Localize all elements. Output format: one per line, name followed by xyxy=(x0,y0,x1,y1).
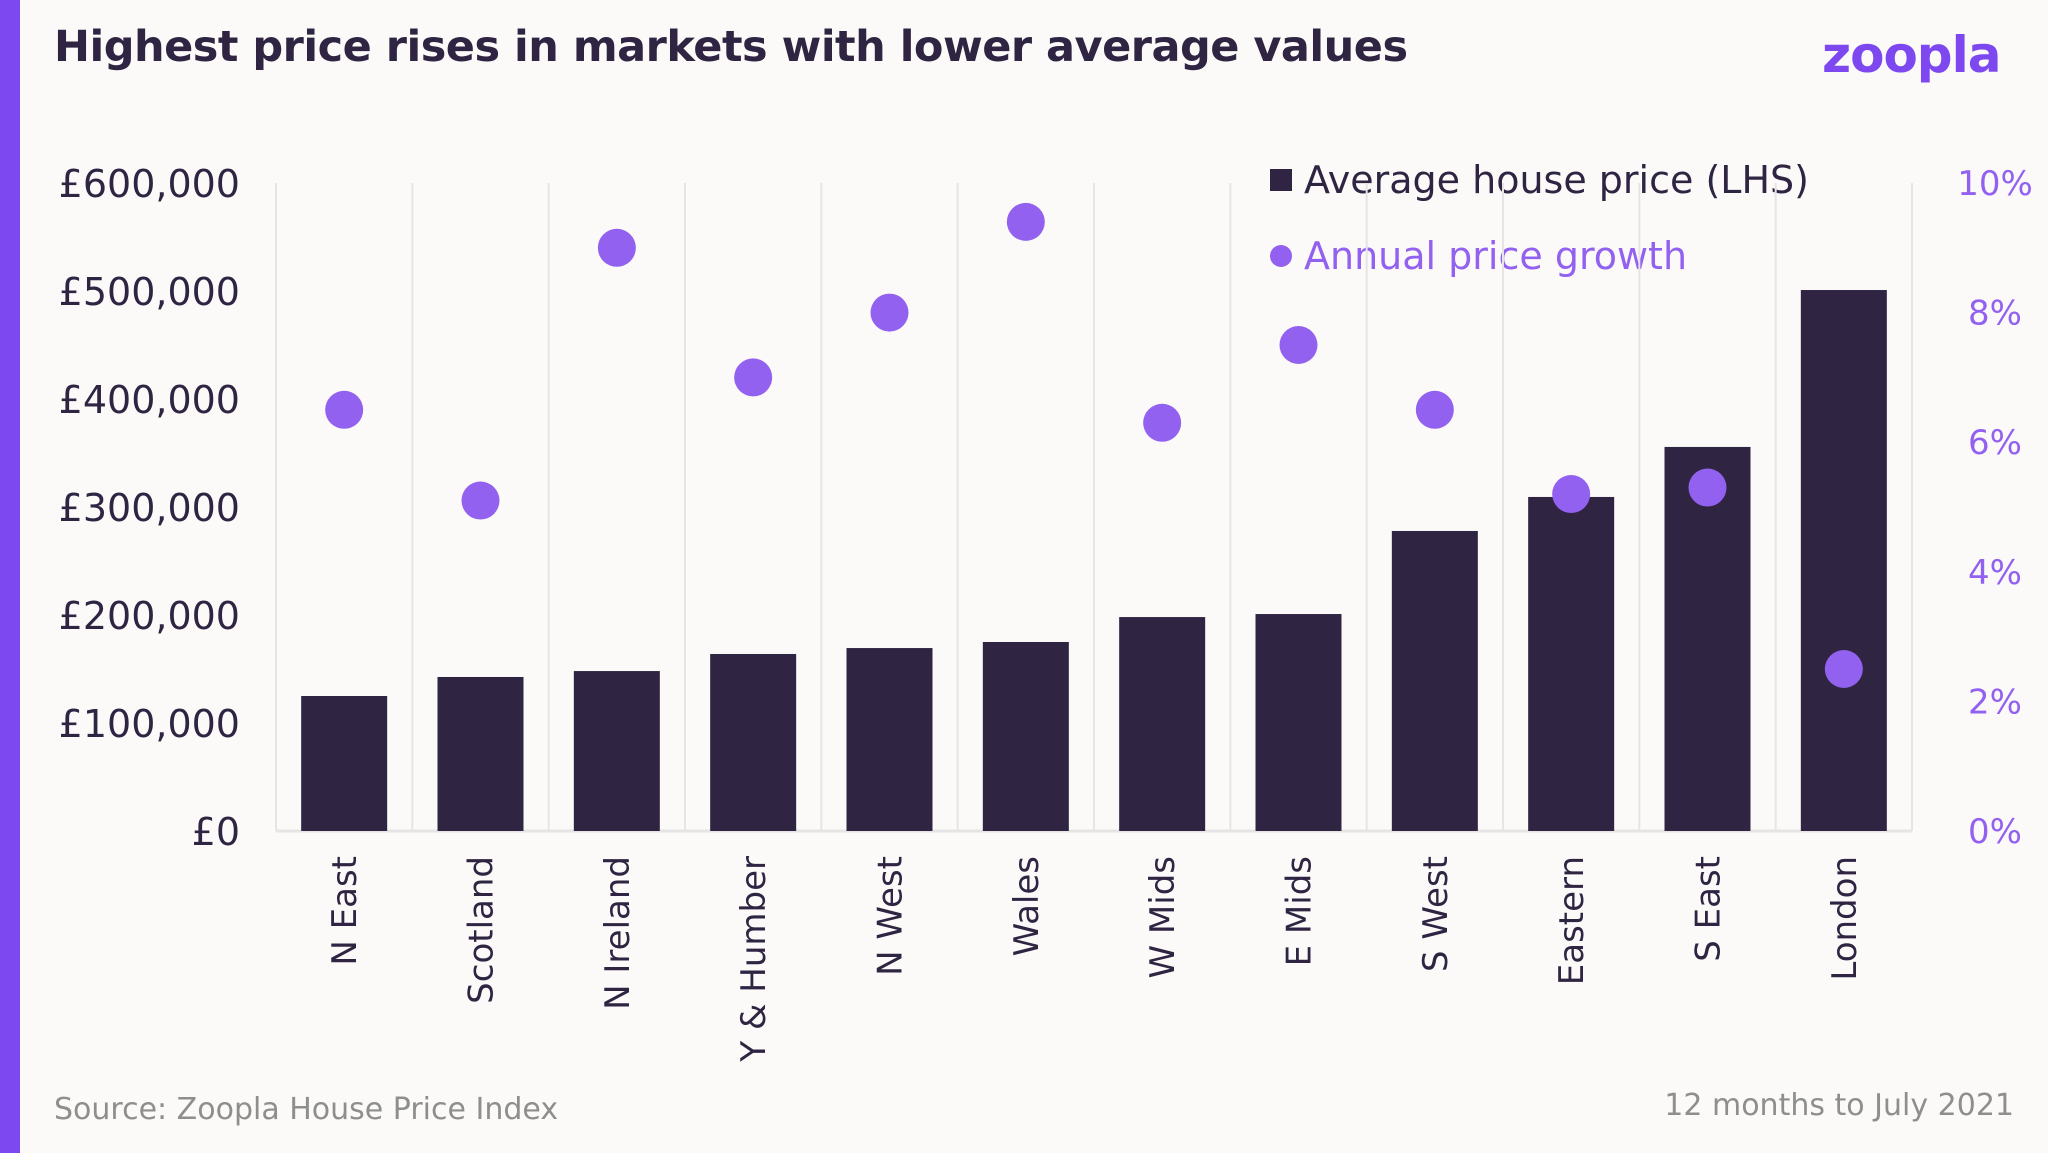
bar-n-west xyxy=(846,648,933,831)
y2-tick-label: 4% xyxy=(1968,553,2022,593)
x-tick-label: Wales xyxy=(1007,856,1047,956)
growth-dot-w-mids xyxy=(1143,403,1182,442)
square-marker-icon xyxy=(1270,169,1292,191)
legend-item-average-price: Average house price (LHS) xyxy=(1270,142,1809,218)
y-tick-label: £0 xyxy=(192,810,240,854)
bar-s-west xyxy=(1391,530,1478,831)
y-tick-label: £400,000 xyxy=(59,378,240,422)
bar-london xyxy=(1800,290,1887,831)
legend-label: Annual price growth xyxy=(1304,234,1688,278)
dot-marker-icon xyxy=(1270,245,1292,267)
y2-tick-label: 10% xyxy=(1957,164,2033,204)
left-axis: £0 £100,000 £200,000 £300,000 £400,000 £500,0… xyxy=(59,162,240,854)
x-tick-label: London xyxy=(1825,856,1865,981)
bar-y-humber xyxy=(710,653,797,831)
growth-dot-y-humber xyxy=(734,358,773,397)
x-axis: N East Scotland N Ireland Y & Humber N West W… xyxy=(325,856,1865,1063)
growth-dot-e-mids xyxy=(1279,326,1318,364)
source-note: Source: Zoopla House Price Index xyxy=(54,1092,559,1127)
growth-dot-n-west xyxy=(870,293,909,332)
chart-title: Highest price rises in markets with lowe… xyxy=(54,22,1408,72)
legend-label: Average house price (LHS) xyxy=(1304,158,1809,202)
y-tick-label: £200,000 xyxy=(59,594,240,638)
x-tick-label: S West xyxy=(1416,856,1456,972)
legend-item-annual-growth: Annual price growth xyxy=(1270,218,1809,294)
growth-dot-scotland xyxy=(461,481,500,520)
bar-scotland xyxy=(437,676,524,831)
x-tick-label: N Ireland xyxy=(598,856,638,1010)
x-tick-label: Scotland xyxy=(462,856,502,1004)
y2-tick-label: 8% xyxy=(1968,294,2022,334)
accent-bar xyxy=(0,0,20,1153)
growth-dot-eastern xyxy=(1552,475,1591,514)
bar-n-east xyxy=(301,696,388,831)
growth-dot-wales xyxy=(1006,202,1045,241)
bars xyxy=(301,290,1887,831)
y-tick-label: £300,000 xyxy=(59,486,240,530)
x-tick-label: Eastern xyxy=(1552,856,1592,985)
growth-dot-s-east xyxy=(1688,468,1727,507)
gridlines xyxy=(275,183,1913,833)
growth-dot-s-west xyxy=(1415,390,1454,429)
legend: Average house price (LHS) Annual price g… xyxy=(1270,142,1809,294)
bar-eastern xyxy=(1528,496,1615,831)
growth-dot-london xyxy=(1824,650,1863,688)
x-tick-label: Y & Humber xyxy=(734,856,774,1063)
y2-tick-label: 6% xyxy=(1968,423,2022,463)
y-tick-label: £500,000 xyxy=(59,270,240,314)
zoopla-logo: zoopla xyxy=(1822,26,2001,84)
dots xyxy=(325,202,1863,688)
x-tick-label: S East xyxy=(1689,856,1729,962)
growth-dot-n-east xyxy=(325,390,364,429)
growth-dot-n-ireland xyxy=(597,228,636,267)
right-axis: 0% 2% 4% 6% 8% 10% xyxy=(1957,164,2033,852)
bar-e-mids xyxy=(1255,614,1342,831)
bar-n-ireland xyxy=(573,671,660,831)
y2-tick-label: 2% xyxy=(1968,682,2022,722)
bar-w-mids xyxy=(1119,617,1206,831)
y-tick-label: £600,000 xyxy=(59,162,240,206)
x-tick-label: E Mids xyxy=(1280,856,1320,966)
bar-wales xyxy=(982,642,1069,831)
period-note: 12 months to July 2021 xyxy=(1664,1088,2014,1123)
x-tick-label: N East xyxy=(325,856,365,966)
y-tick-label: £100,000 xyxy=(59,702,240,746)
x-tick-label: W Mids xyxy=(1143,856,1183,979)
x-tick-label: N West xyxy=(871,856,911,976)
y2-tick-label: 0% xyxy=(1968,812,2022,852)
bar-s-east xyxy=(1664,446,1751,831)
